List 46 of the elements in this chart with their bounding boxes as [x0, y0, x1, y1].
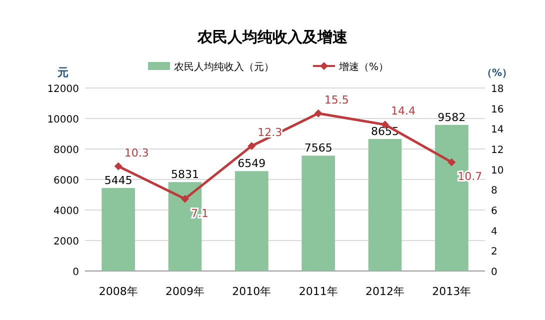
y-tick-label: 0 — [72, 267, 79, 278]
y2-tick-label: 16 — [491, 104, 504, 116]
y-axis-title: 元 — [56, 66, 68, 79]
y-tick-label: 4000 — [54, 206, 79, 217]
legend-label: 增速（%） — [338, 61, 389, 73]
y2-tick-label: 6 — [491, 206, 498, 217]
y2-tick-label: 4 — [491, 226, 498, 238]
data-label: 10.7 — [458, 170, 482, 184]
point — [181, 194, 189, 203]
x-tick-label: 2012年 — [366, 285, 404, 298]
y2-axis-title: （%） — [482, 68, 512, 79]
data-label: 9582 — [438, 110, 466, 124]
point — [114, 162, 122, 170]
bar — [235, 171, 268, 271]
data-label: 5445 — [104, 174, 132, 187]
y2-tick-label: 18 — [491, 84, 504, 95]
data-label: 6549 — [238, 157, 266, 170]
data-label: 5831 — [171, 168, 199, 182]
y-tick-label: 2000 — [54, 236, 79, 248]
y-tick-label: 8000 — [54, 145, 79, 156]
data-label: 14.4 — [391, 104, 416, 118]
y2-tick-label: 12 — [491, 145, 504, 156]
y2-tick-label: 0 — [491, 267, 498, 278]
legend-label: 农民人均纯收入（元） — [174, 61, 274, 73]
bar — [102, 188, 135, 271]
x-tick-label: 2013年 — [432, 285, 472, 298]
x-tick-label: 2008年 — [98, 285, 138, 298]
data-label: 15.5 — [324, 93, 349, 106]
y2-tick-label: 8 — [491, 186, 498, 197]
y2-tick-label: 10 — [491, 165, 504, 176]
data-label: 7565 — [304, 142, 332, 155]
x-tick-label: 2011年 — [298, 285, 338, 298]
y2-tick-label: 14 — [491, 124, 504, 136]
bar — [368, 139, 402, 271]
x-tick-label: 2010年 — [232, 285, 272, 298]
y-tick-label: 12000 — [47, 84, 79, 95]
y-tick-label: 6000 — [54, 176, 79, 186]
y2-tick-label: 2 — [491, 246, 498, 258]
point — [248, 142, 256, 150]
y-tick-label: 10000 — [47, 114, 79, 126]
point — [448, 158, 456, 166]
chart-title: 农民人均纯收入及增速 — [196, 28, 348, 46]
x-tick-label: 2009年 — [166, 285, 204, 298]
bar — [302, 156, 335, 271]
data-label: 10.3 — [124, 146, 149, 160]
point — [314, 109, 322, 118]
